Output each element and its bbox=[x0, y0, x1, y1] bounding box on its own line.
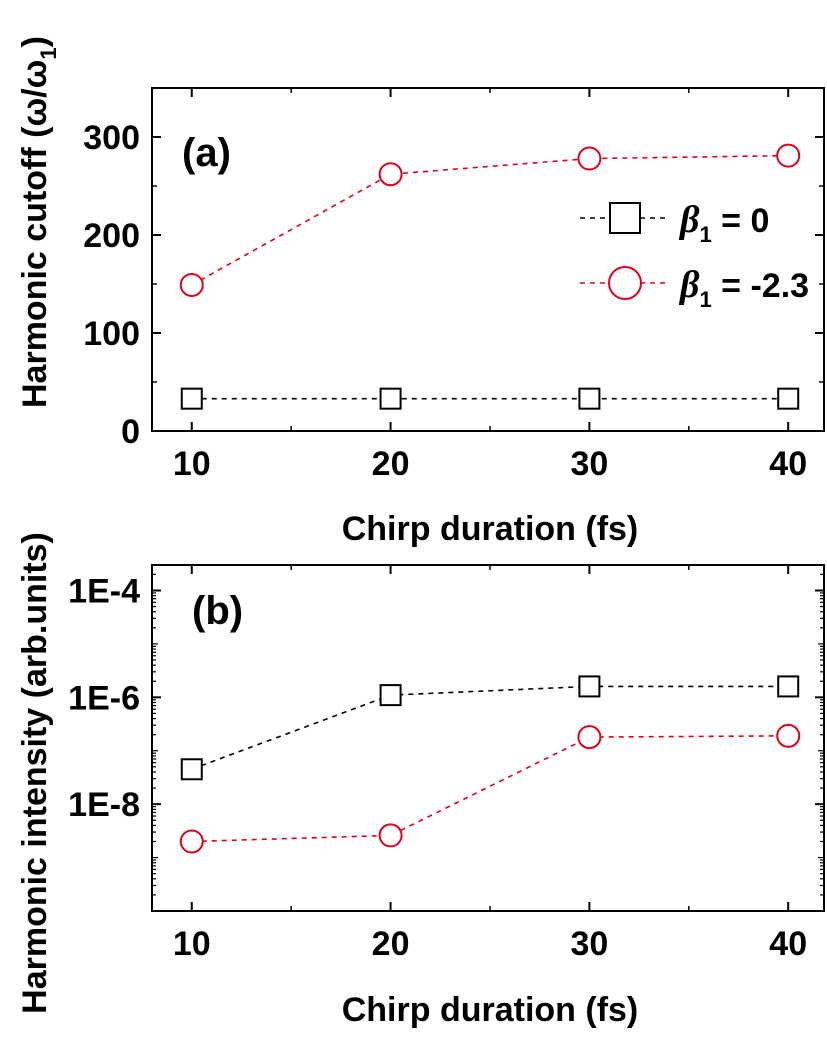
x-tick-label: 20 bbox=[372, 925, 410, 963]
panel-a-x-axis-title: Chirp duration (fs) bbox=[342, 510, 639, 548]
legend-circle-marker bbox=[608, 266, 642, 300]
panel-a-legend: β1 = 0 β1 = -2.3 bbox=[580, 199, 809, 312]
data-point-square bbox=[180, 758, 203, 781]
y-tick-label: 1E-6 bbox=[68, 679, 140, 717]
panel-a-x-tick-labels: 10 20 30 40 bbox=[173, 445, 807, 483]
data-point-square bbox=[777, 675, 800, 698]
x-tick-label: 40 bbox=[769, 925, 807, 963]
y-tick-label: 1E-4 bbox=[68, 572, 140, 610]
panel-b-chart: 10 20 30 40 1E-8 1E-6 1E-4 (b) Chirp duration… bbox=[16, 532, 825, 1029]
data-point-square bbox=[379, 684, 402, 707]
data-point-square bbox=[777, 387, 800, 410]
data-point-square bbox=[379, 387, 402, 410]
data-point-circle bbox=[378, 162, 403, 187]
panel-a-y-axis-title-main: Harmonic cutoff (ω/ω bbox=[16, 60, 54, 408]
panel-a-y-axis-title-sub: 1 bbox=[36, 47, 61, 59]
y-tick-label: 1E-8 bbox=[68, 786, 140, 824]
panel-a-ticks bbox=[152, 88, 824, 432]
legend-beta-rest: = 0 bbox=[712, 202, 770, 240]
x-tick-label: 10 bbox=[173, 445, 211, 483]
legend-square-marker bbox=[609, 202, 641, 234]
y-tick-label: 200 bbox=[83, 217, 140, 255]
panel-b-y-axis-title: Harmonic intensity (arb.units) bbox=[16, 532, 54, 1014]
data-point-square bbox=[180, 387, 203, 410]
legend-beta-symbol: β bbox=[678, 264, 700, 306]
x-tick-label: 10 bbox=[173, 925, 211, 963]
series-line-beta-0 bbox=[191, 685, 789, 771]
panel-a-series bbox=[179, 143, 801, 410]
legend-beta-rest: = -2.3 bbox=[712, 267, 809, 305]
panel-b-x-axis-title: Chirp duration (fs) bbox=[342, 991, 639, 1029]
data-point-circle bbox=[179, 272, 204, 297]
legend-beta-sub: 1 bbox=[699, 222, 711, 247]
x-tick-label: 30 bbox=[570, 445, 608, 483]
series-line-beta-neg bbox=[191, 154, 789, 286]
data-point-circle bbox=[776, 723, 801, 748]
data-point-circle bbox=[776, 143, 801, 168]
legend-entry-beta-0: β1 = 0 bbox=[580, 199, 769, 247]
x-tick-label: 30 bbox=[570, 925, 608, 963]
y-tick-label: 100 bbox=[83, 315, 140, 353]
panel-a-chart: 10 20 30 40 0 100 200 300 (a) Chirp duration (… bbox=[16, 36, 825, 548]
legend-entry-beta-neg: β1 = -2.3 bbox=[580, 264, 809, 312]
legend-label-beta-neg: β1 = -2.3 bbox=[678, 264, 809, 312]
data-point-square bbox=[578, 675, 601, 698]
series-line-beta-neg bbox=[191, 735, 789, 843]
panel-a-y-tick-labels: 0 100 200 300 bbox=[83, 119, 140, 451]
legend-beta-symbol: β bbox=[678, 199, 700, 241]
panel-a-plot-frame bbox=[151, 87, 825, 432]
x-tick-label: 20 bbox=[372, 445, 410, 483]
data-point-circle bbox=[179, 829, 204, 854]
y-tick-label: 300 bbox=[83, 119, 140, 157]
data-point-circle bbox=[378, 823, 403, 848]
legend-label-beta-0: β1 = 0 bbox=[678, 199, 769, 247]
panel-b-x-tick-labels: 10 20 30 40 bbox=[173, 925, 807, 963]
data-point-circle bbox=[577, 725, 602, 750]
panel-b-plot-frame bbox=[151, 564, 825, 912]
panel-b-label: (b) bbox=[192, 589, 243, 633]
panel-a-y-axis-title: Harmonic cutoff (ω/ω1) bbox=[16, 36, 61, 408]
legend-beta-sub: 1 bbox=[699, 287, 711, 312]
panel-a-label: (a) bbox=[182, 131, 231, 175]
data-point-circle bbox=[577, 146, 602, 171]
panel-b-ticks bbox=[152, 565, 824, 912]
panel-b-series bbox=[179, 675, 801, 854]
x-tick-label: 40 bbox=[769, 445, 807, 483]
y-tick-label: 0 bbox=[121, 413, 140, 451]
data-point-square bbox=[578, 387, 601, 410]
panel-a-y-axis-title-close: ) bbox=[16, 36, 54, 47]
panel-b-y-tick-labels: 1E-8 1E-6 1E-4 bbox=[68, 572, 140, 824]
